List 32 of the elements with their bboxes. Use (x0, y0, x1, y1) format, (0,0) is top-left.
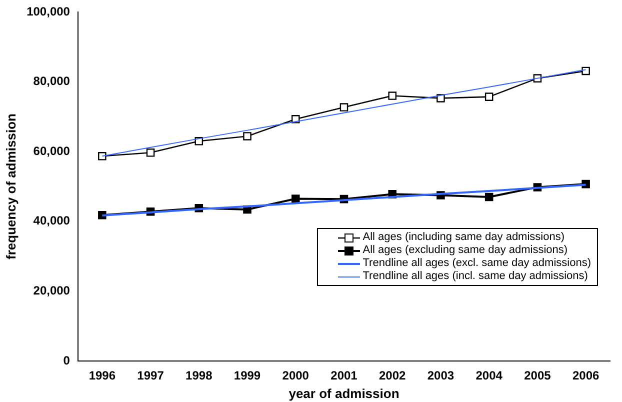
y-tick-label: 20,000 (33, 284, 70, 298)
point (582, 66, 590, 76)
y-tick-label: 0 (63, 353, 70, 368)
point (146, 148, 155, 157)
x-tick-label: 2005 (524, 368, 552, 383)
point (484, 192, 494, 202)
legend-label: Trendline all ages (excl. same day admissions) (362, 257, 591, 270)
x-tick-label: 1996 (88, 368, 116, 383)
x-tick-label: 1998 (186, 368, 213, 383)
x-tick-label: 2002 (379, 368, 406, 383)
y-axis-title: frequency of admission (3, 113, 18, 260)
point (388, 92, 396, 100)
y-tick-label: 40,000 (33, 214, 70, 228)
x-tick-label: 1999 (234, 368, 261, 383)
point (340, 103, 348, 112)
x-tick-label: 2003 (427, 368, 454, 383)
point (291, 194, 300, 203)
x-tick-label: 2004 (476, 368, 503, 383)
x-tick-label: 2000 (282, 368, 310, 383)
y-tick-label: 100,000 (26, 4, 70, 18)
legend-label: Trendline all ages (incl. same day admissions) (362, 270, 588, 283)
legend-label: All ages (including same day admissions) (362, 231, 565, 244)
legend-label: All ages (excluding same day admissions) (362, 244, 568, 257)
x-axis-title: year of admission (288, 386, 400, 401)
point (243, 132, 252, 140)
x-tick-label: 1997 (137, 368, 164, 383)
x-tick-label: 2006 (572, 368, 600, 383)
x-tick-label: 2001 (330, 368, 358, 383)
y-tick-label: 80,000 (33, 74, 70, 88)
point (98, 152, 106, 160)
y-tick-label: 60,000 (33, 144, 70, 158)
point (484, 92, 494, 101)
